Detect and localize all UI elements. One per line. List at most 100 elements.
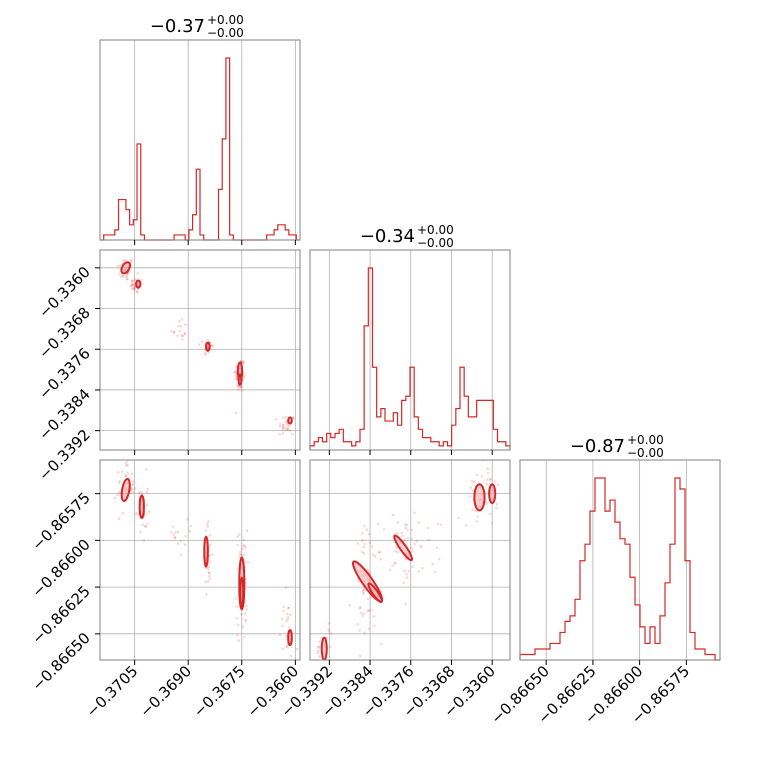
scatter-point xyxy=(240,389,244,392)
scatter-point xyxy=(130,259,133,263)
scatter-point xyxy=(474,509,477,513)
scatter-point xyxy=(245,608,249,611)
scatter-point xyxy=(183,543,187,546)
scatter-point xyxy=(327,621,331,625)
scatter-point xyxy=(124,474,128,478)
scatter-point xyxy=(245,604,248,608)
scatter-point xyxy=(378,550,382,554)
scatter-point xyxy=(357,579,361,583)
scatter-point xyxy=(402,581,405,585)
scatter-point xyxy=(136,290,139,294)
scatter-point xyxy=(146,522,149,526)
scatter-point xyxy=(210,344,214,347)
scatter-point xyxy=(130,258,133,261)
scatter-point xyxy=(183,332,187,335)
scatter-point xyxy=(488,477,492,481)
histogram-line xyxy=(519,477,720,661)
scatter-point xyxy=(133,288,136,291)
density-contour xyxy=(320,636,328,660)
scatter-point xyxy=(239,359,243,363)
scatter-point xyxy=(356,542,360,545)
scatter-point xyxy=(486,471,490,475)
scatter-point xyxy=(139,530,142,534)
scatter-point xyxy=(286,617,289,621)
scatter-point xyxy=(236,623,240,627)
scatter-point xyxy=(476,515,480,518)
title-minus: −0.00 xyxy=(207,26,244,40)
density-contour xyxy=(287,629,293,647)
density-contour xyxy=(239,576,245,609)
scatter-point xyxy=(292,416,295,420)
scatter-point xyxy=(361,614,364,618)
panel-frame xyxy=(519,459,721,661)
title-plus: +0.00 xyxy=(207,13,244,27)
scatter-point xyxy=(282,605,285,609)
scatter-point xyxy=(237,385,240,389)
histogram-line xyxy=(309,267,511,450)
scatter-point xyxy=(129,284,132,288)
scatter-point xyxy=(133,487,137,490)
density-contour xyxy=(367,582,383,604)
scatter-point xyxy=(235,364,238,368)
scatter-point xyxy=(197,343,201,346)
scatter-point xyxy=(372,615,376,618)
title-value: −0.37 xyxy=(150,16,205,37)
scatter-point xyxy=(413,511,416,515)
scatter-point xyxy=(404,602,408,605)
scatter-point xyxy=(173,536,177,540)
scatter-point xyxy=(400,534,404,538)
panel-frame xyxy=(99,459,301,661)
title-minus: −0.00 xyxy=(627,446,664,460)
scatter-point xyxy=(316,649,320,653)
scatter-point xyxy=(469,494,472,498)
scatter-point xyxy=(407,569,411,573)
scatter-point xyxy=(370,545,374,548)
scatter-point xyxy=(118,264,122,268)
scatter-point xyxy=(244,619,248,623)
scatter-point xyxy=(393,561,396,565)
scatter-point xyxy=(134,512,138,515)
scatter-point xyxy=(181,338,184,341)
scatter-point xyxy=(285,422,289,426)
scatter-point xyxy=(211,553,214,557)
title-minus: −0.00 xyxy=(417,236,454,250)
scatter-point xyxy=(207,571,211,575)
scatter-point xyxy=(113,496,117,500)
scatter-point xyxy=(238,553,242,557)
scatter-point xyxy=(485,482,489,486)
scatter-point xyxy=(439,523,443,526)
scatter-point xyxy=(232,370,236,374)
scatter-point xyxy=(116,471,120,474)
scatter-point xyxy=(174,531,177,534)
scatter-point xyxy=(486,467,490,471)
scatter-point xyxy=(404,523,407,526)
panel-frame xyxy=(309,249,511,451)
scatter-point xyxy=(475,520,479,523)
scatter-point xyxy=(286,427,290,431)
scatter-point xyxy=(116,493,120,497)
scatter-point xyxy=(367,627,371,630)
scatter-point xyxy=(184,323,187,326)
histogram-line xyxy=(100,57,300,241)
scatter-point xyxy=(410,528,414,532)
scatter-point xyxy=(426,526,430,530)
scatter-point xyxy=(178,329,182,333)
scatter-point xyxy=(471,508,474,511)
scatter-point xyxy=(372,624,376,628)
scatter-point xyxy=(287,616,290,619)
scatter-point xyxy=(236,567,239,570)
scatter-point xyxy=(415,539,419,543)
scatter-point xyxy=(284,419,288,423)
scatter-point xyxy=(131,282,134,286)
scatter-point xyxy=(367,609,370,612)
scatter-point xyxy=(281,424,285,427)
scatter-point xyxy=(237,639,241,642)
scatter-point xyxy=(211,344,215,348)
scatter-point xyxy=(238,555,241,559)
scatter-point xyxy=(493,480,497,483)
scatter-point xyxy=(295,647,299,651)
scatter-point xyxy=(362,592,366,595)
scatter-point xyxy=(241,360,245,364)
scatter-point xyxy=(189,524,193,528)
scatter-point xyxy=(410,546,414,550)
